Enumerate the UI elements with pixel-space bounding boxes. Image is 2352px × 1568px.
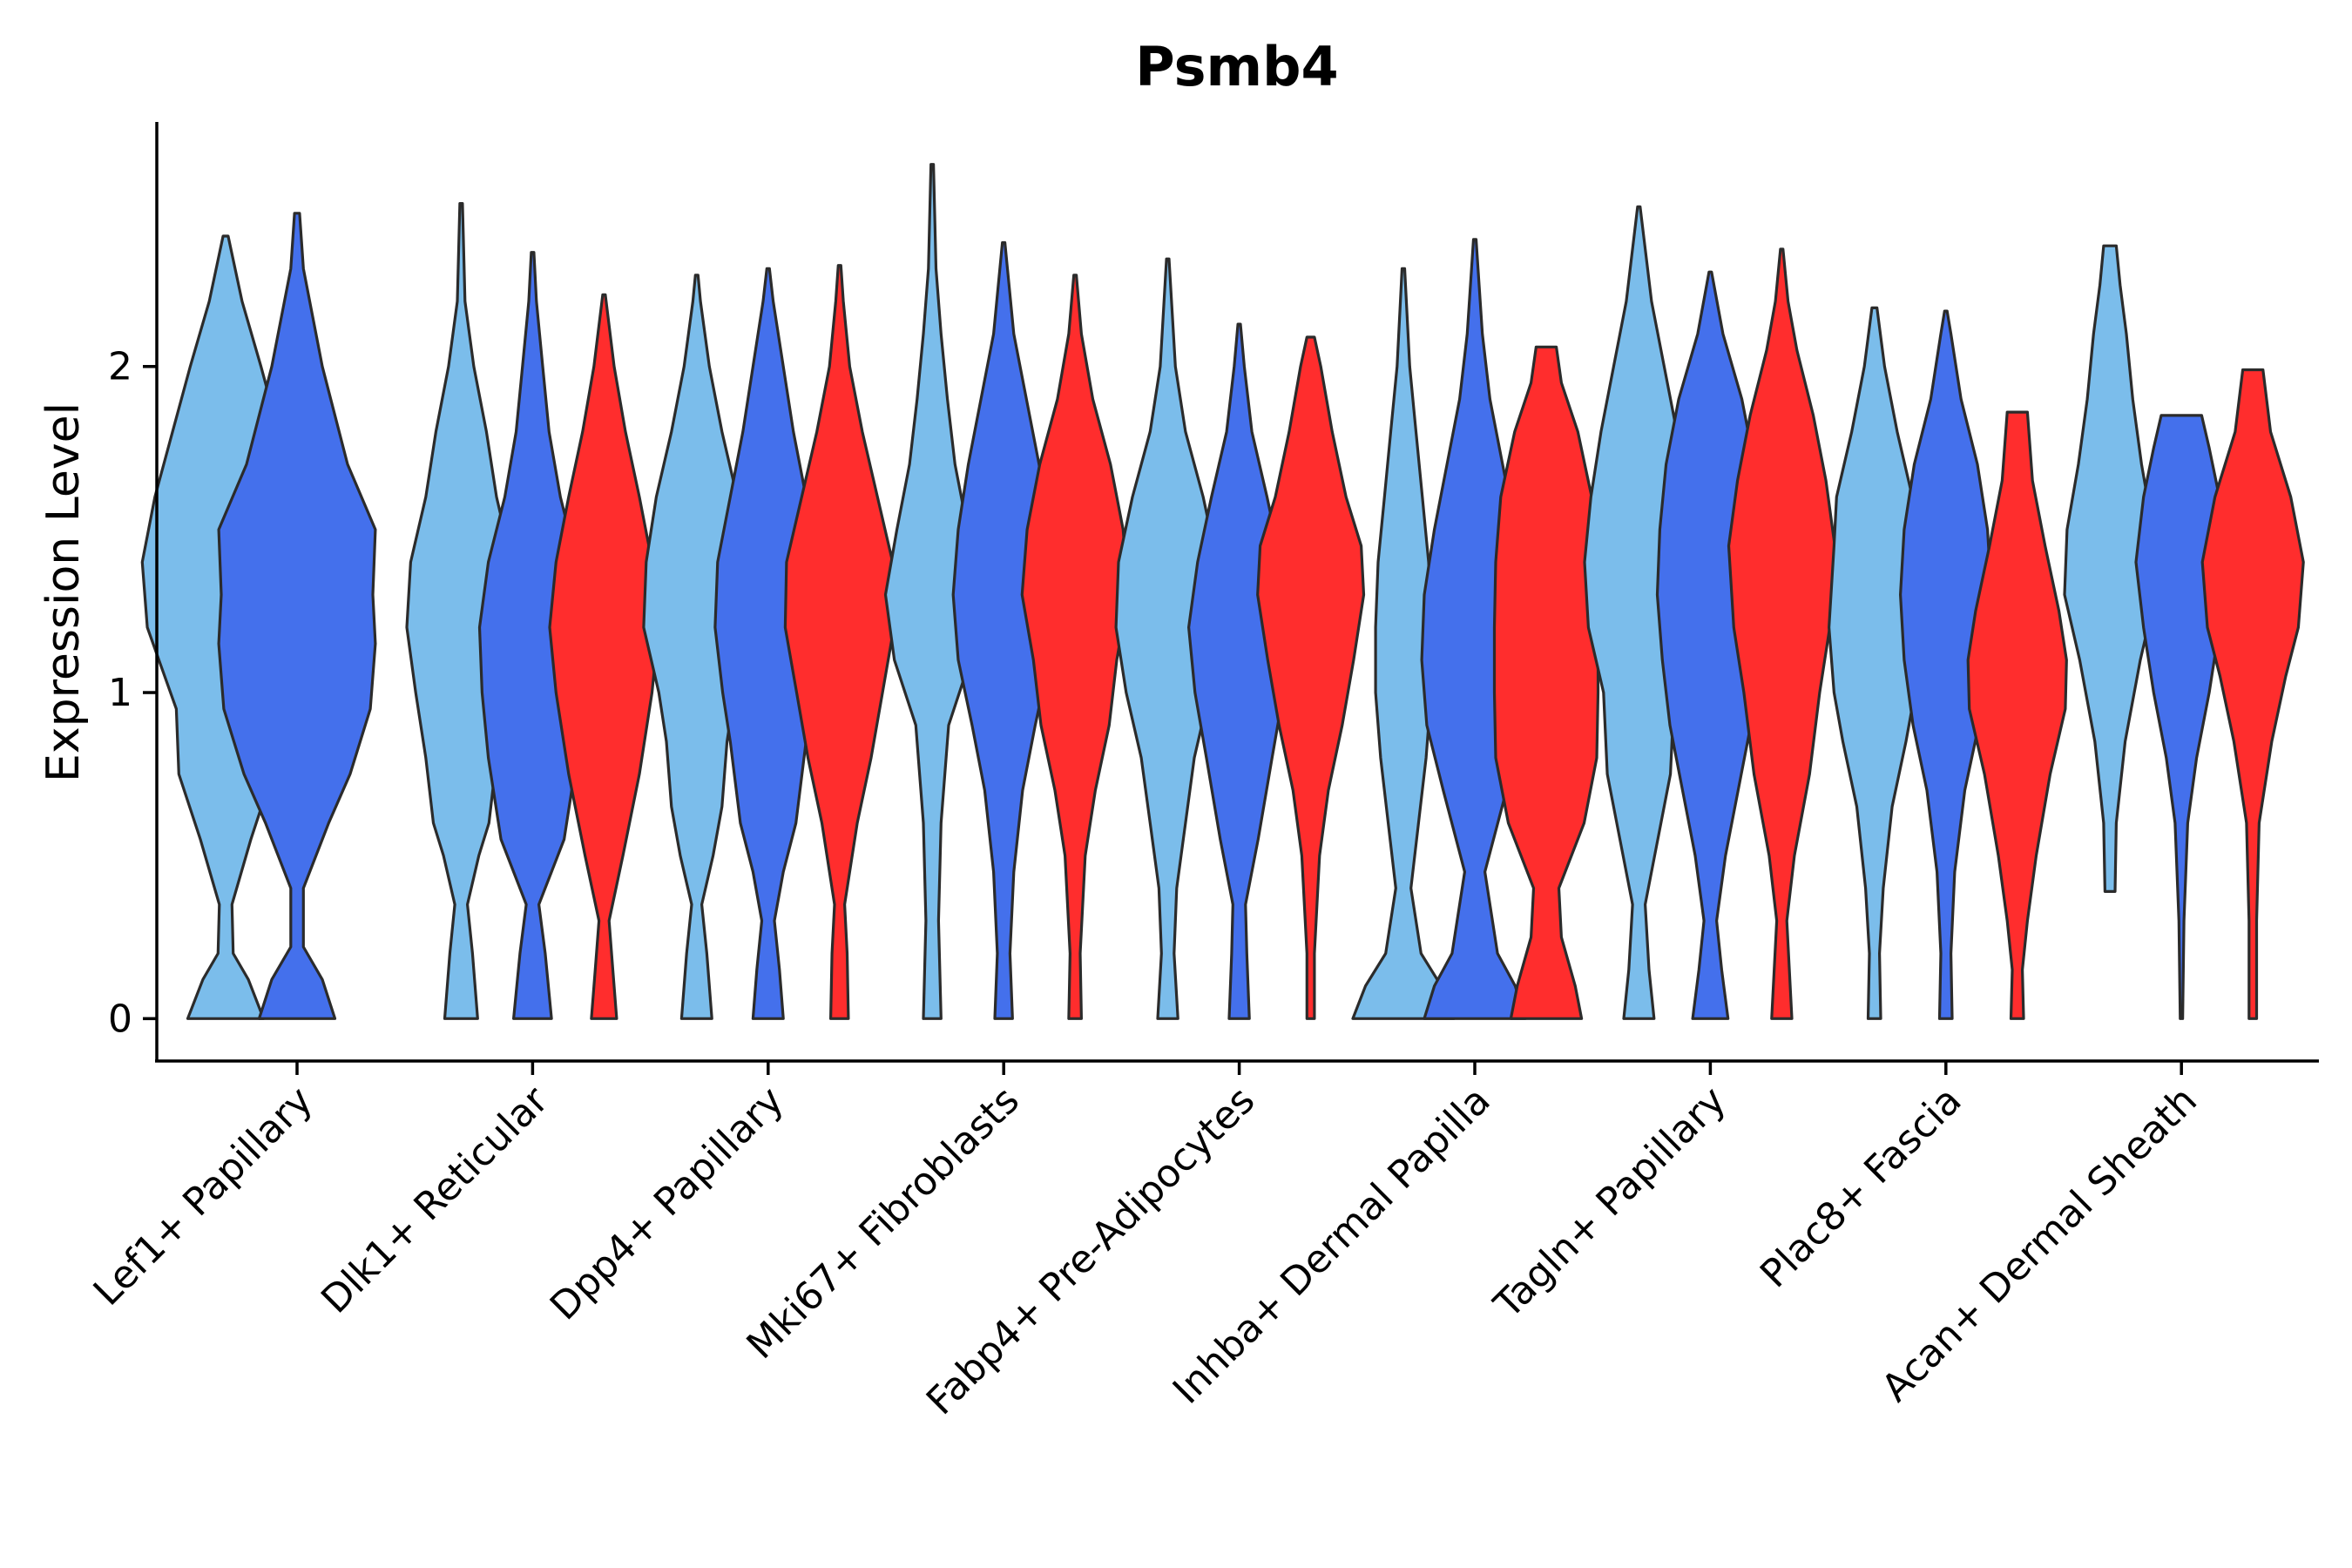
violin-5-red xyxy=(1492,345,1600,1020)
violin-5-light xyxy=(1351,267,1456,1020)
violin-6-red xyxy=(1727,247,1836,1020)
violin-1-red xyxy=(548,293,660,1020)
violin-0-blue xyxy=(217,212,377,1020)
y-tick-label: 0 xyxy=(108,997,132,1041)
violin-6-light xyxy=(1583,205,1695,1020)
y-axis-label: Expression Level xyxy=(37,402,90,782)
violin-2-light xyxy=(642,274,752,1020)
x-tick-label: Lef1+ Papillary xyxy=(85,1078,321,1315)
violin-7-light xyxy=(1828,306,1922,1020)
violin-4-red xyxy=(1256,335,1366,1020)
violin-6-blue xyxy=(1655,270,1765,1020)
violin-7-red xyxy=(1966,410,2068,1020)
x-tick-label: Dlk1+ Reticular xyxy=(313,1078,558,1322)
violin-3-blue xyxy=(951,240,1056,1020)
violin-8-red xyxy=(2200,368,2305,1020)
violin-3-red xyxy=(1020,274,1130,1020)
violin-4-blue xyxy=(1187,322,1292,1020)
chart-title: Psmb4 xyxy=(1135,35,1338,98)
violin-2-red xyxy=(783,264,896,1020)
violin-2-blue xyxy=(713,267,823,1020)
x-tick-label: Tagln+ Papillary xyxy=(1485,1078,1734,1328)
y-ticks: 0 1 2 xyxy=(108,345,157,1041)
x-tick-label: Dpp4+ Papillary xyxy=(542,1078,793,1329)
y-tick-label: 1 xyxy=(108,671,132,715)
violins-layer xyxy=(140,163,2305,1020)
violin-4-light xyxy=(1114,257,1221,1020)
x-tick-label: Mki67+ Fibroblasts xyxy=(739,1078,1028,1368)
x-tick-label: Plac8+ Fascia xyxy=(1752,1078,1970,1297)
y-tick-label: 2 xyxy=(108,345,132,389)
